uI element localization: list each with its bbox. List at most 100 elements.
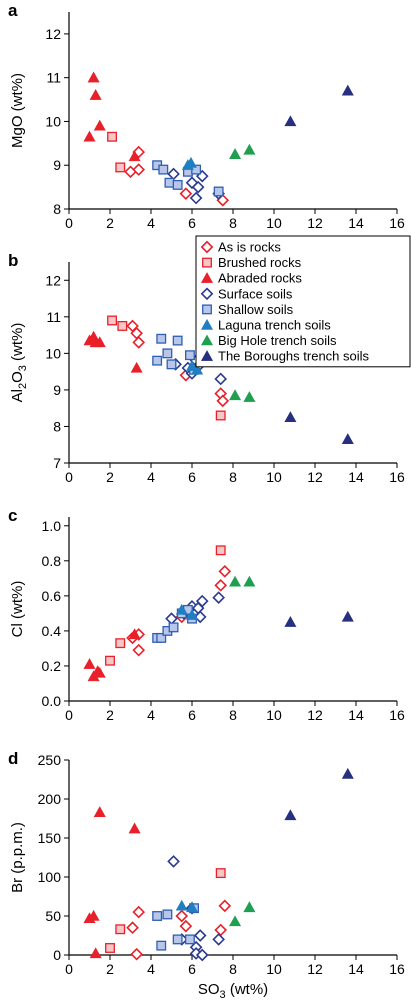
data-point [175, 603, 188, 615]
legend-marker [200, 334, 214, 346]
y-tick-label: 11 [46, 70, 61, 86]
x-axis-label: SO3 (wt%) [198, 981, 268, 1001]
panel-a: 0 2 4 6 8 10 12 14 16 8 9 10 11 12 MgO (wt%) a [8, 1, 405, 231]
data-point [115, 638, 126, 649]
data-point [243, 143, 256, 155]
x-tick-label: 8 [229, 961, 237, 977]
x-tick-label: 2 [106, 961, 114, 977]
panel-label: b [8, 251, 18, 270]
data-point [341, 610, 354, 622]
data-point [162, 909, 173, 920]
data-point [284, 115, 297, 127]
y-tick-label: 9 [53, 382, 61, 398]
y-tick-label: 8 [53, 201, 61, 217]
y-tick-label: 9 [53, 157, 61, 173]
data-point [191, 180, 205, 194]
x-tick-label: 4 [147, 215, 155, 231]
x-tick-label: 6 [188, 707, 196, 723]
x-tick-label: 14 [348, 707, 364, 723]
data-point [212, 591, 225, 604]
x-tick-label: 6 [188, 961, 196, 977]
x-tick-label: 10 [266, 469, 282, 485]
data-point [87, 71, 100, 83]
legend-entry: Laguna trench soils [218, 318, 331, 333]
data-point [229, 389, 242, 401]
data-point [212, 933, 225, 946]
data-point [218, 564, 232, 578]
data-point [172, 179, 183, 190]
x-tick-label: 2 [106, 469, 114, 485]
legend-entry: Surface soils [218, 286, 293, 301]
data-point [185, 609, 199, 620]
y-tick-label: 0.0 [42, 693, 62, 709]
data-point [243, 901, 256, 913]
x-tick-label: 0 [65, 215, 73, 231]
data-point [83, 658, 96, 669]
y-tick-label: 100 [38, 869, 62, 885]
y-tick-label: 0.6 [42, 588, 62, 604]
x-tick-label: 4 [147, 707, 155, 723]
data-point [191, 363, 204, 375]
legend-entry: Big Hole trench soils [218, 333, 337, 348]
y-tick-label: 12 [45, 26, 61, 42]
data-point [128, 628, 141, 640]
data-point [215, 545, 226, 556]
x-tick-label: 6 [188, 215, 196, 231]
data-point [156, 632, 167, 643]
data-point [185, 901, 199, 913]
data-point [132, 336, 146, 349]
legend-box [195, 235, 411, 368]
x-tick-label: 12 [307, 469, 323, 485]
y-tick-label: 1.0 [42, 518, 62, 534]
x-tick-label: 12 [307, 707, 323, 723]
data-point [87, 909, 100, 921]
data-point [164, 177, 175, 188]
data-point [216, 394, 230, 408]
x-tick-label: 10 [266, 215, 282, 231]
data-point [215, 868, 226, 879]
data-point [107, 315, 118, 326]
data-point [130, 947, 143, 961]
y-tick-label: 12 [45, 272, 61, 288]
data-point [105, 943, 115, 953]
y-tick-label: 10 [45, 345, 61, 361]
x-tick-label: 8 [229, 707, 237, 723]
data-point [195, 594, 209, 608]
data-point [132, 643, 146, 657]
y-axis-label: Br (p.p.m.) [9, 822, 26, 893]
y-tick-label: 250 [38, 752, 62, 768]
x-tick-label: 8 [229, 469, 237, 485]
data-point [172, 335, 183, 346]
data-point [184, 934, 195, 945]
y-tick-label: 7 [53, 455, 61, 471]
legend-entry: Brushed rocks [218, 255, 302, 270]
x-tick-label: 2 [106, 215, 114, 231]
data-point [105, 655, 115, 666]
data-point [341, 767, 354, 779]
data-point [184, 156, 197, 168]
data-point [229, 915, 242, 927]
data-point [130, 361, 143, 373]
data-point [89, 89, 102, 100]
y-axis-label: Cl (wt%) [9, 581, 26, 638]
data-point [284, 616, 297, 627]
panel-label: a [8, 1, 18, 20]
legend-entry: Abraded rocks [218, 271, 302, 286]
data-point [152, 911, 163, 921]
y-tick-label: 11 [46, 309, 61, 325]
x-tick-label: 14 [348, 215, 364, 231]
data-point [132, 905, 146, 919]
data-point [115, 924, 126, 935]
data-point [229, 148, 242, 159]
data-point [152, 355, 163, 366]
data-point [341, 84, 354, 96]
x-tick-label: 12 [307, 961, 323, 977]
data-point [218, 899, 232, 913]
panel-label: d [8, 749, 18, 768]
data-point [175, 909, 189, 923]
panel-label: c [8, 506, 17, 525]
x-tick-label: 4 [147, 961, 155, 977]
legend-marker [202, 257, 212, 268]
data-point [213, 186, 224, 197]
